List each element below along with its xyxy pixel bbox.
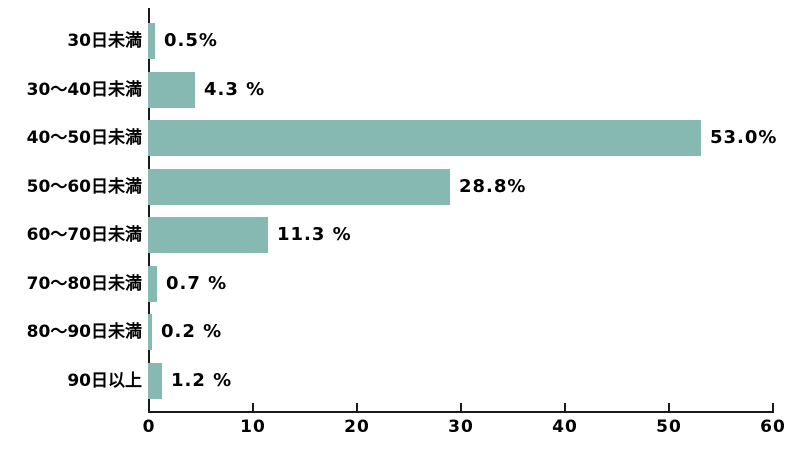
category-label: 80～90日未満 — [26, 322, 142, 342]
x-axis-tick-label: 0 — [142, 417, 156, 437]
bar — [148, 120, 701, 156]
bar — [148, 266, 157, 302]
category-label: 60～70日未満 — [26, 225, 142, 245]
category-label: 70～80日未満 — [26, 274, 142, 294]
x-axis-tick — [356, 403, 358, 411]
x-axis-tick — [148, 403, 150, 411]
x-axis-tick-label: 60 — [760, 417, 786, 437]
x-axis-tick-label: 40 — [552, 417, 578, 437]
x-axis-tick — [252, 403, 254, 411]
category-label: 90日以上 — [67, 371, 142, 391]
x-axis-tick-label: 30 — [448, 417, 474, 437]
category-label: 30～40日未満 — [26, 80, 142, 100]
value-label: 11.3 % — [277, 224, 352, 245]
x-axis-tick — [772, 403, 774, 411]
bar — [148, 169, 450, 205]
value-label: 4.3 % — [204, 79, 266, 100]
value-label: 28.8% — [459, 176, 527, 197]
x-axis-tick-label: 50 — [656, 417, 682, 437]
value-label: 1.2 % — [171, 370, 233, 391]
value-label: 0.2 % — [161, 321, 223, 342]
x-axis-tick-label: 20 — [344, 417, 370, 437]
value-label: 0.5% — [164, 30, 218, 51]
bar — [148, 217, 268, 253]
bar — [148, 23, 155, 59]
x-axis-tick — [460, 403, 462, 411]
x-axis-tick-label: 10 — [240, 417, 266, 437]
bar — [148, 314, 152, 350]
category-label: 30日未満 — [67, 31, 142, 51]
x-axis-tick — [668, 403, 670, 411]
category-label: 40～50日未満 — [26, 128, 142, 148]
x-axis-line — [148, 411, 774, 413]
bar — [148, 72, 195, 108]
y-axis-line — [148, 8, 150, 413]
value-label: 53.0% — [710, 127, 778, 148]
category-label: 50～60日未満 — [26, 177, 142, 197]
value-label: 0.7 % — [166, 273, 228, 294]
x-axis-tick — [564, 403, 566, 411]
bar — [148, 363, 162, 399]
